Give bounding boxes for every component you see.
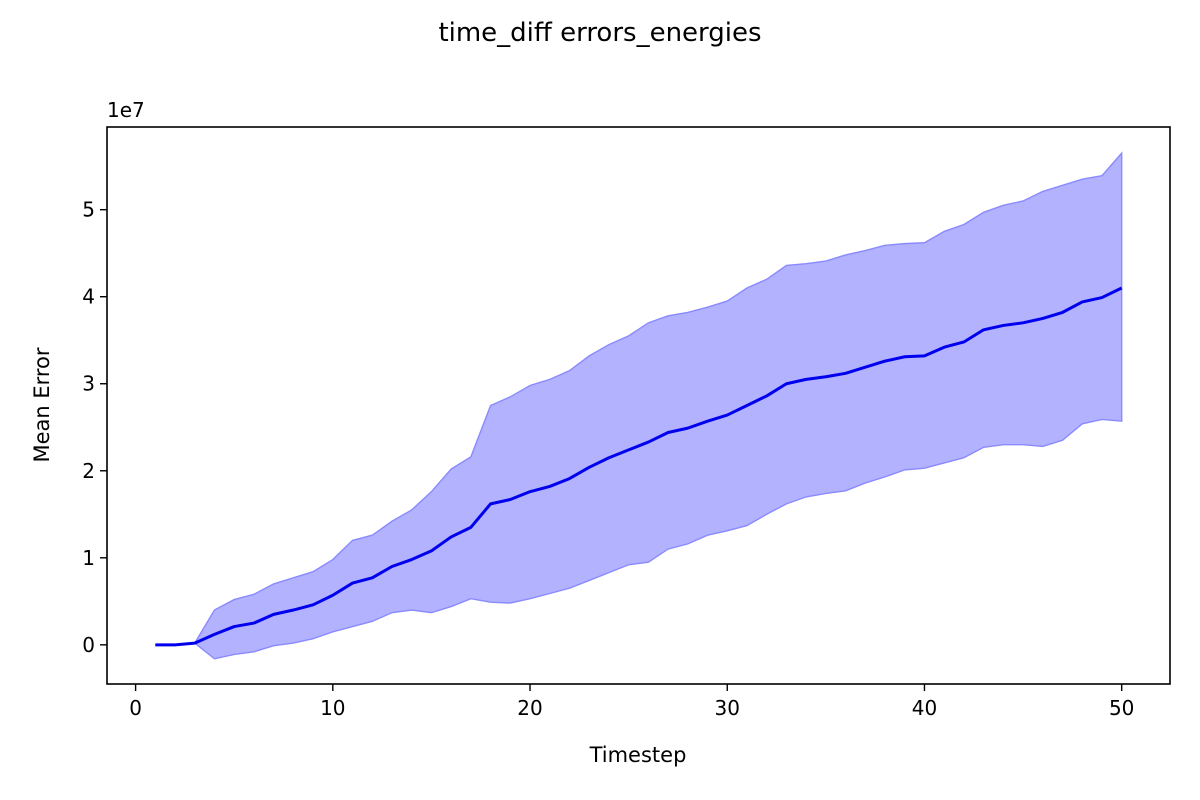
error-band [155,151,1123,660]
y-tick-label: 2 [82,459,95,483]
x-tick-label: 20 [517,696,542,720]
y-tick-label: 5 [82,198,95,222]
y-axis-label: Mean Error [30,347,54,462]
x-tick-label: 50 [1109,696,1134,720]
y-tick-label: 3 [82,372,95,396]
chart-title: time_diff errors_energies [438,18,761,48]
axis-ticks: 0 10 20 30 40 50 0 1 2 3 4 5 [82,198,1134,720]
x-axis-label: Timestep [589,743,687,767]
mean-line [155,286,1123,647]
y-offset-label: 1e7 [107,98,145,122]
plot-area [155,151,1123,660]
x-tick-label: 40 [912,696,937,720]
x-tick-label: 10 [320,696,345,720]
x-tick-label: 30 [715,696,740,720]
y-tick-label: 1 [82,546,95,570]
axes-frame [106,126,1171,685]
y-tick-label: 0 [82,633,95,657]
y-tick-label: 4 [82,285,95,309]
x-tick-label: 0 [129,696,142,720]
